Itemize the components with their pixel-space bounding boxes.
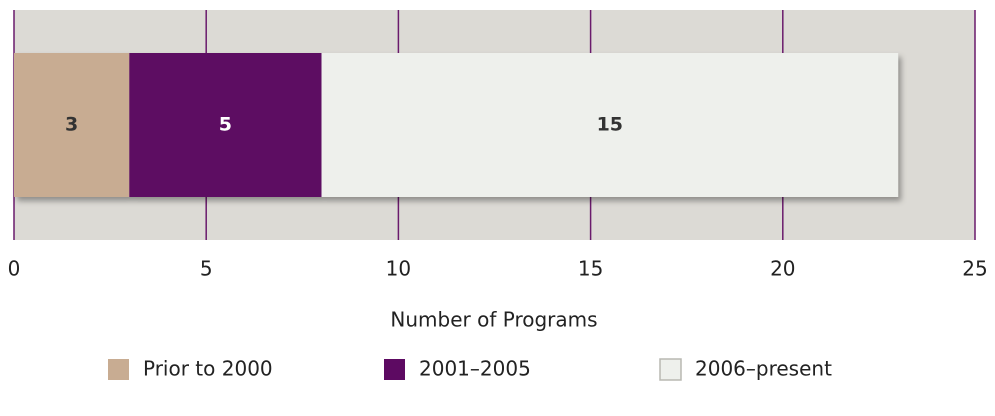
x-tick-label: 20 [770,257,795,281]
x-tick-label: 0 [8,257,21,281]
x-tick-label: 15 [578,257,603,281]
data-label: 15 [597,114,623,136]
data-label: 5 [219,114,232,136]
legend-label: 2006–present [695,357,832,381]
bar-segment [129,53,322,197]
x-tick-label: 10 [386,257,411,281]
bar-segment [321,53,899,197]
legend-swatch [108,359,129,380]
legend-swatch [384,359,405,380]
x-axis-label: Number of Programs [390,308,597,332]
data-label: 3 [65,114,78,136]
legend-label: 2001–2005 [419,357,531,381]
legend-label: Prior to 2000 [143,357,273,381]
bar-segment [14,53,130,197]
x-tick-label: 25 [962,257,987,281]
bar-group [14,53,899,197]
legend-swatch [659,358,682,381]
x-tick-label: 5 [200,257,213,281]
